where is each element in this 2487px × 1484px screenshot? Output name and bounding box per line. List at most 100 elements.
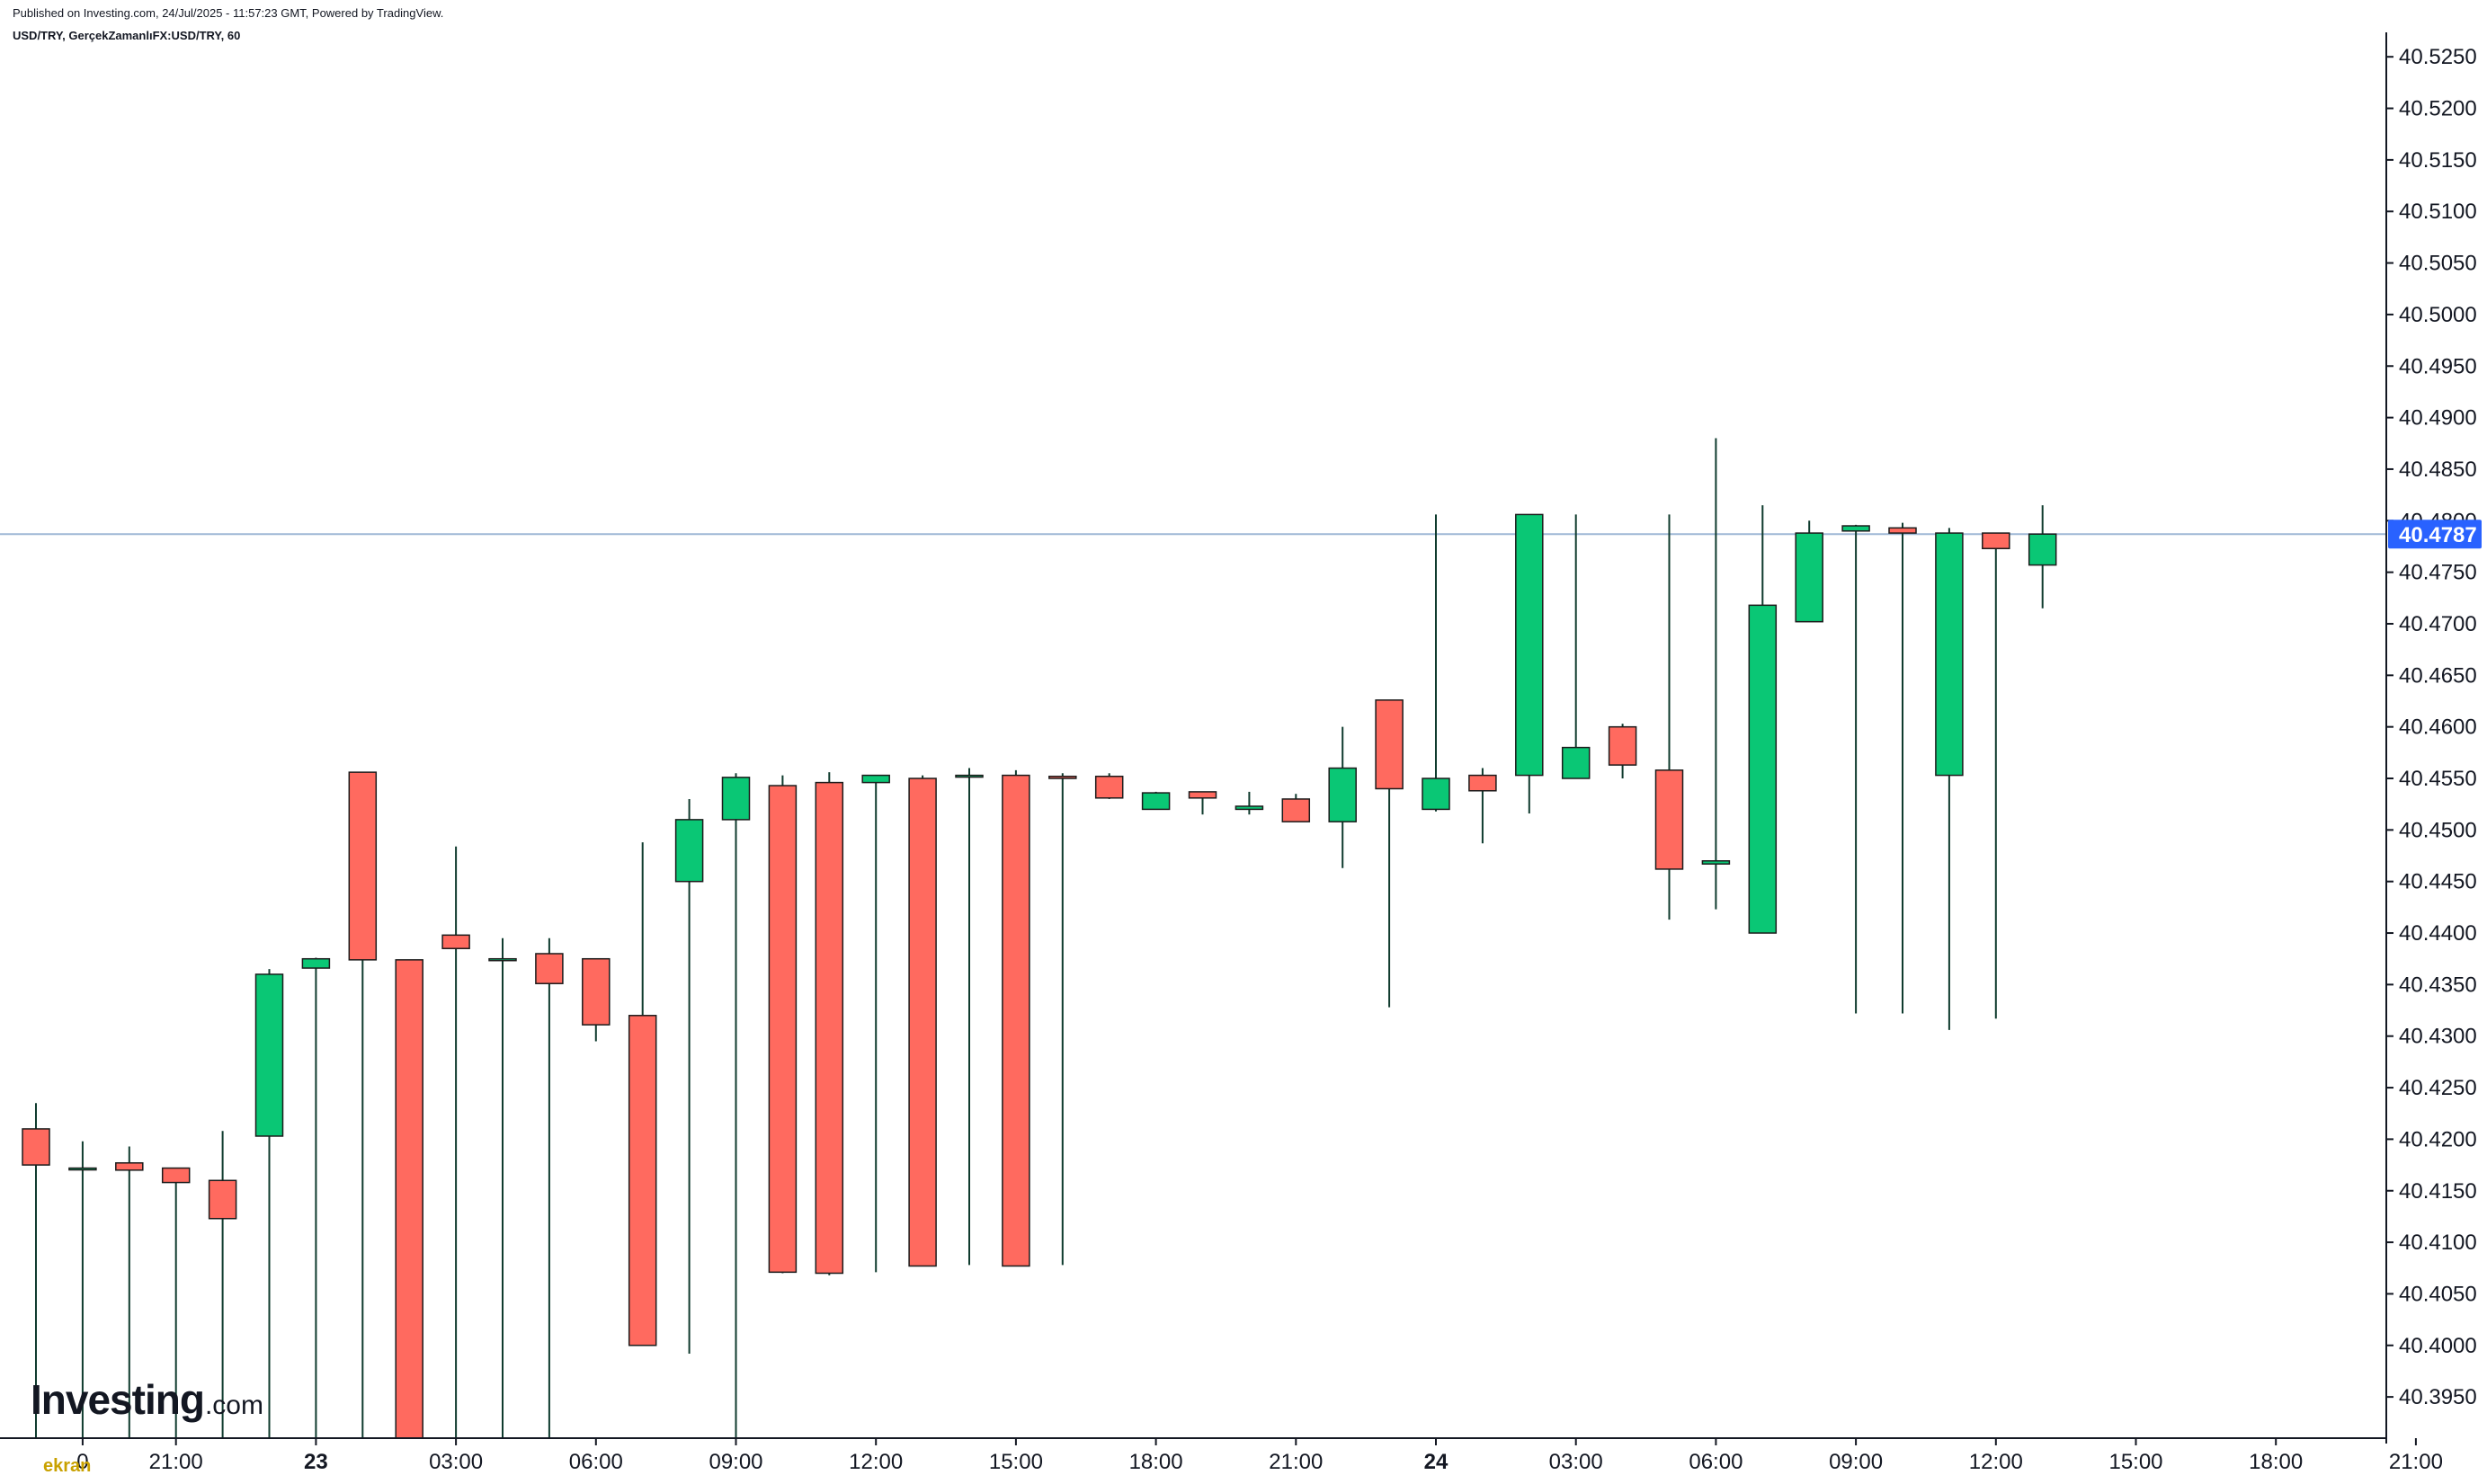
candle[interactable]	[1188, 791, 1217, 815]
candle[interactable]	[1982, 532, 2010, 1019]
candle[interactable]	[1002, 769, 1030, 1267]
candle-body-up	[488, 957, 517, 962]
last-price-tag-background	[2388, 520, 2482, 549]
candle-body-up	[1235, 805, 1264, 811]
price-axis-label: 40.5050	[2399, 252, 2477, 276]
candle[interactable]	[674, 798, 704, 1354]
candle-body-down	[768, 785, 798, 1274]
price-axis-label: 40.4450	[2399, 870, 2477, 894]
candle[interactable]	[1141, 791, 1171, 811]
candle-body-down	[1094, 775, 1124, 799]
candle[interactable]	[1888, 522, 1917, 1014]
candle[interactable]	[1048, 773, 1077, 1266]
price-axis-label: 40.5250	[2399, 45, 2477, 69]
candle[interactable]	[1795, 520, 1823, 623]
candle[interactable]	[535, 937, 564, 1438]
price-axis-label: 40.4050	[2399, 1282, 2477, 1306]
last-price-tag-layer: 40.4787	[2388, 520, 2482, 549]
candle[interactable]	[815, 772, 844, 1275]
candle[interactable]	[395, 959, 423, 1439]
candle-body-down	[441, 934, 470, 949]
last-price-tag: 40.4787	[2388, 520, 2482, 549]
candle-body-down	[535, 953, 564, 984]
candle[interactable]	[488, 937, 517, 1438]
candle-body-down	[115, 1162, 144, 1171]
candle[interactable]	[955, 768, 984, 1266]
investing-logo: Investing .com	[31, 1375, 263, 1424]
candle[interactable]	[161, 1167, 191, 1438]
candle[interactable]	[1422, 514, 1450, 812]
candle[interactable]	[768, 775, 798, 1274]
time-axis-label: 21:00	[2389, 1450, 2443, 1474]
candle[interactable]	[1094, 773, 1124, 799]
time-axis-label: 15:00	[2108, 1450, 2162, 1474]
candle-body-up	[1328, 767, 1357, 822]
time-axis-label: 21:00	[1269, 1450, 1323, 1474]
price-axis-label: 40.5200	[2399, 97, 2477, 121]
candle-body-up	[68, 1167, 97, 1171]
candle[interactable]	[1375, 699, 1404, 1008]
candle[interactable]	[1608, 724, 1637, 779]
candle[interactable]	[301, 957, 331, 1438]
time-axis-label: 06:00	[569, 1450, 623, 1474]
candle-body-down	[628, 1015, 657, 1346]
price-axis-label: 40.4250	[2399, 1076, 2477, 1100]
candle-body-up	[861, 774, 890, 784]
candle-body-up	[674, 819, 704, 883]
publish-info: Published on Investing.com, 24/Jul/2025 …	[13, 6, 444, 20]
candle[interactable]	[22, 1103, 50, 1438]
candle[interactable]	[861, 774, 890, 1273]
price-axis-label: 40.5000	[2399, 303, 2477, 327]
candle[interactable]	[721, 773, 751, 1438]
candle[interactable]	[254, 969, 284, 1438]
candle[interactable]	[1328, 726, 1357, 868]
candle[interactable]	[582, 957, 611, 1042]
candle[interactable]	[1841, 524, 1870, 1014]
candle[interactable]	[1235, 791, 1264, 815]
time-axis-label: 09:00	[709, 1450, 762, 1474]
candle[interactable]	[68, 1141, 97, 1438]
candle[interactable]	[1654, 514, 1684, 920]
price-axis-label: 40.5150	[2399, 148, 2477, 173]
time-axis-label: 12:00	[1969, 1450, 2023, 1474]
candle[interactable]	[1561, 514, 1591, 779]
time-axis: 0 21:00 23 03:00 06:00 09:00 12:00 15:00 18:00 21…	[0, 1437, 2443, 1474]
price-axis-label: 40.4600	[2399, 715, 2477, 740]
candle[interactable]	[908, 775, 937, 1267]
candle[interactable]	[1935, 528, 1964, 1030]
candle[interactable]	[2028, 505, 2057, 609]
candle-body-down	[348, 771, 378, 961]
candle[interactable]	[441, 846, 470, 1438]
time-axis-label: 23	[304, 1450, 328, 1474]
candle-body-up	[1561, 746, 1591, 779]
candle-body-down	[1468, 774, 1497, 792]
candle[interactable]	[1748, 505, 1778, 934]
price-axis-label: 40.4500	[2399, 818, 2477, 842]
candle-body-down	[1281, 798, 1311, 822]
time-axis-label: 06:00	[1689, 1450, 1743, 1474]
candle[interactable]	[348, 771, 378, 1438]
price-axis-label: 40.4300	[2399, 1025, 2477, 1049]
candle-body-down	[395, 959, 423, 1439]
price-axis-label: 40.4000	[2399, 1334, 2477, 1358]
candle[interactable]	[115, 1146, 144, 1438]
price-axis-label: 40.3950	[2399, 1385, 2477, 1409]
watermark: ekran	[43, 1456, 92, 1476]
candle[interactable]	[1701, 438, 1731, 910]
candle-body-up	[1515, 513, 1544, 777]
price-axis-label: 40.4150	[2399, 1179, 2477, 1204]
candle-body-down	[1982, 532, 2010, 550]
candle-body-down	[161, 1167, 191, 1184]
price-axis-label: 40.4550	[2399, 767, 2477, 791]
candle-body-down	[1654, 769, 1684, 870]
candle-body-up	[1935, 532, 1964, 777]
price-axis-label: 40.4350	[2399, 973, 2477, 997]
candle[interactable]	[1468, 768, 1497, 844]
candle-body-up	[301, 957, 331, 969]
candle[interactable]	[1515, 513, 1544, 814]
candle[interactable]	[208, 1131, 237, 1438]
candle-body-down	[1375, 699, 1404, 790]
candle[interactable]	[1281, 794, 1311, 822]
candle[interactable]	[628, 842, 657, 1346]
